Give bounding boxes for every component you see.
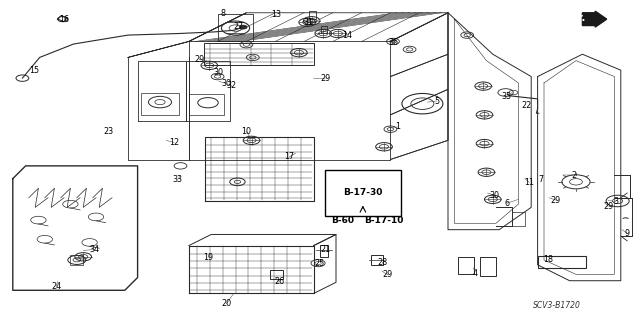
FancyArrow shape [582, 11, 607, 27]
Bar [270, 270, 283, 279]
Text: 30: 30 [213, 68, 223, 77]
Text: 8: 8 [220, 9, 225, 18]
Bar [141, 93, 179, 115]
Text: 13: 13 [271, 11, 282, 19]
Text: 29: 29 [383, 271, 393, 279]
Text: 7: 7 [538, 175, 543, 184]
Text: 29: 29 [320, 74, 330, 83]
Bar [309, 11, 316, 19]
Text: SCV3-B1720: SCV3-B1720 [533, 301, 580, 310]
Bar [70, 255, 83, 265]
Text: 23: 23 [103, 127, 113, 136]
Text: B-17-10: B-17-10 [364, 216, 404, 225]
Bar [204, 43, 314, 65]
Bar [480, 257, 496, 276]
Text: 26: 26 [274, 277, 284, 286]
Text: 35: 35 [502, 92, 512, 101]
Text: 20: 20 [221, 299, 232, 308]
Text: 3: 3 [613, 197, 618, 206]
Bar [321, 26, 327, 33]
Bar [458, 257, 474, 274]
Text: 6: 6 [504, 199, 509, 208]
Text: 21: 21 [321, 245, 331, 254]
Text: 2: 2 [571, 171, 576, 180]
Text: 36: 36 [388, 38, 398, 47]
Text: 11: 11 [524, 178, 534, 187]
Text: 30: 30 [221, 79, 232, 88]
Text: 16: 16 [59, 15, 69, 24]
Text: 33: 33 [173, 175, 183, 184]
Text: 5: 5 [434, 97, 439, 106]
Text: 17: 17 [284, 152, 294, 161]
Text: 29: 29 [550, 196, 561, 204]
Text: 14: 14 [342, 31, 352, 40]
Text: B-60: B-60 [331, 216, 354, 225]
Text: B-17-30: B-17-30 [343, 189, 383, 197]
Text: 34: 34 [90, 245, 100, 254]
Text: Fr.: Fr. [573, 13, 586, 23]
Text: 29: 29 [603, 202, 613, 211]
Text: 32: 32 [227, 81, 237, 90]
Text: 31: 31 [303, 19, 314, 27]
Text: 12: 12 [169, 138, 179, 147]
Bar [320, 245, 328, 257]
Text: 9: 9 [625, 229, 630, 238]
Bar [538, 256, 586, 268]
Text: 25: 25 [314, 259, 324, 268]
Text: 22: 22 [521, 101, 531, 110]
Bar [189, 94, 224, 115]
Text: 30: 30 [489, 191, 499, 200]
Text: 1: 1 [396, 122, 401, 131]
Text: 18: 18 [543, 255, 553, 263]
Text: 10: 10 [241, 127, 252, 136]
Text: 27: 27 [233, 22, 243, 31]
Text: 29: 29 [194, 55, 204, 64]
Text: 15: 15 [29, 66, 40, 75]
Text: 24: 24 [51, 282, 61, 291]
Circle shape [239, 25, 247, 29]
Text: 19: 19 [203, 253, 213, 262]
Text: 4: 4 [472, 269, 477, 278]
Bar [371, 255, 383, 265]
Text: 28: 28 [378, 258, 388, 267]
